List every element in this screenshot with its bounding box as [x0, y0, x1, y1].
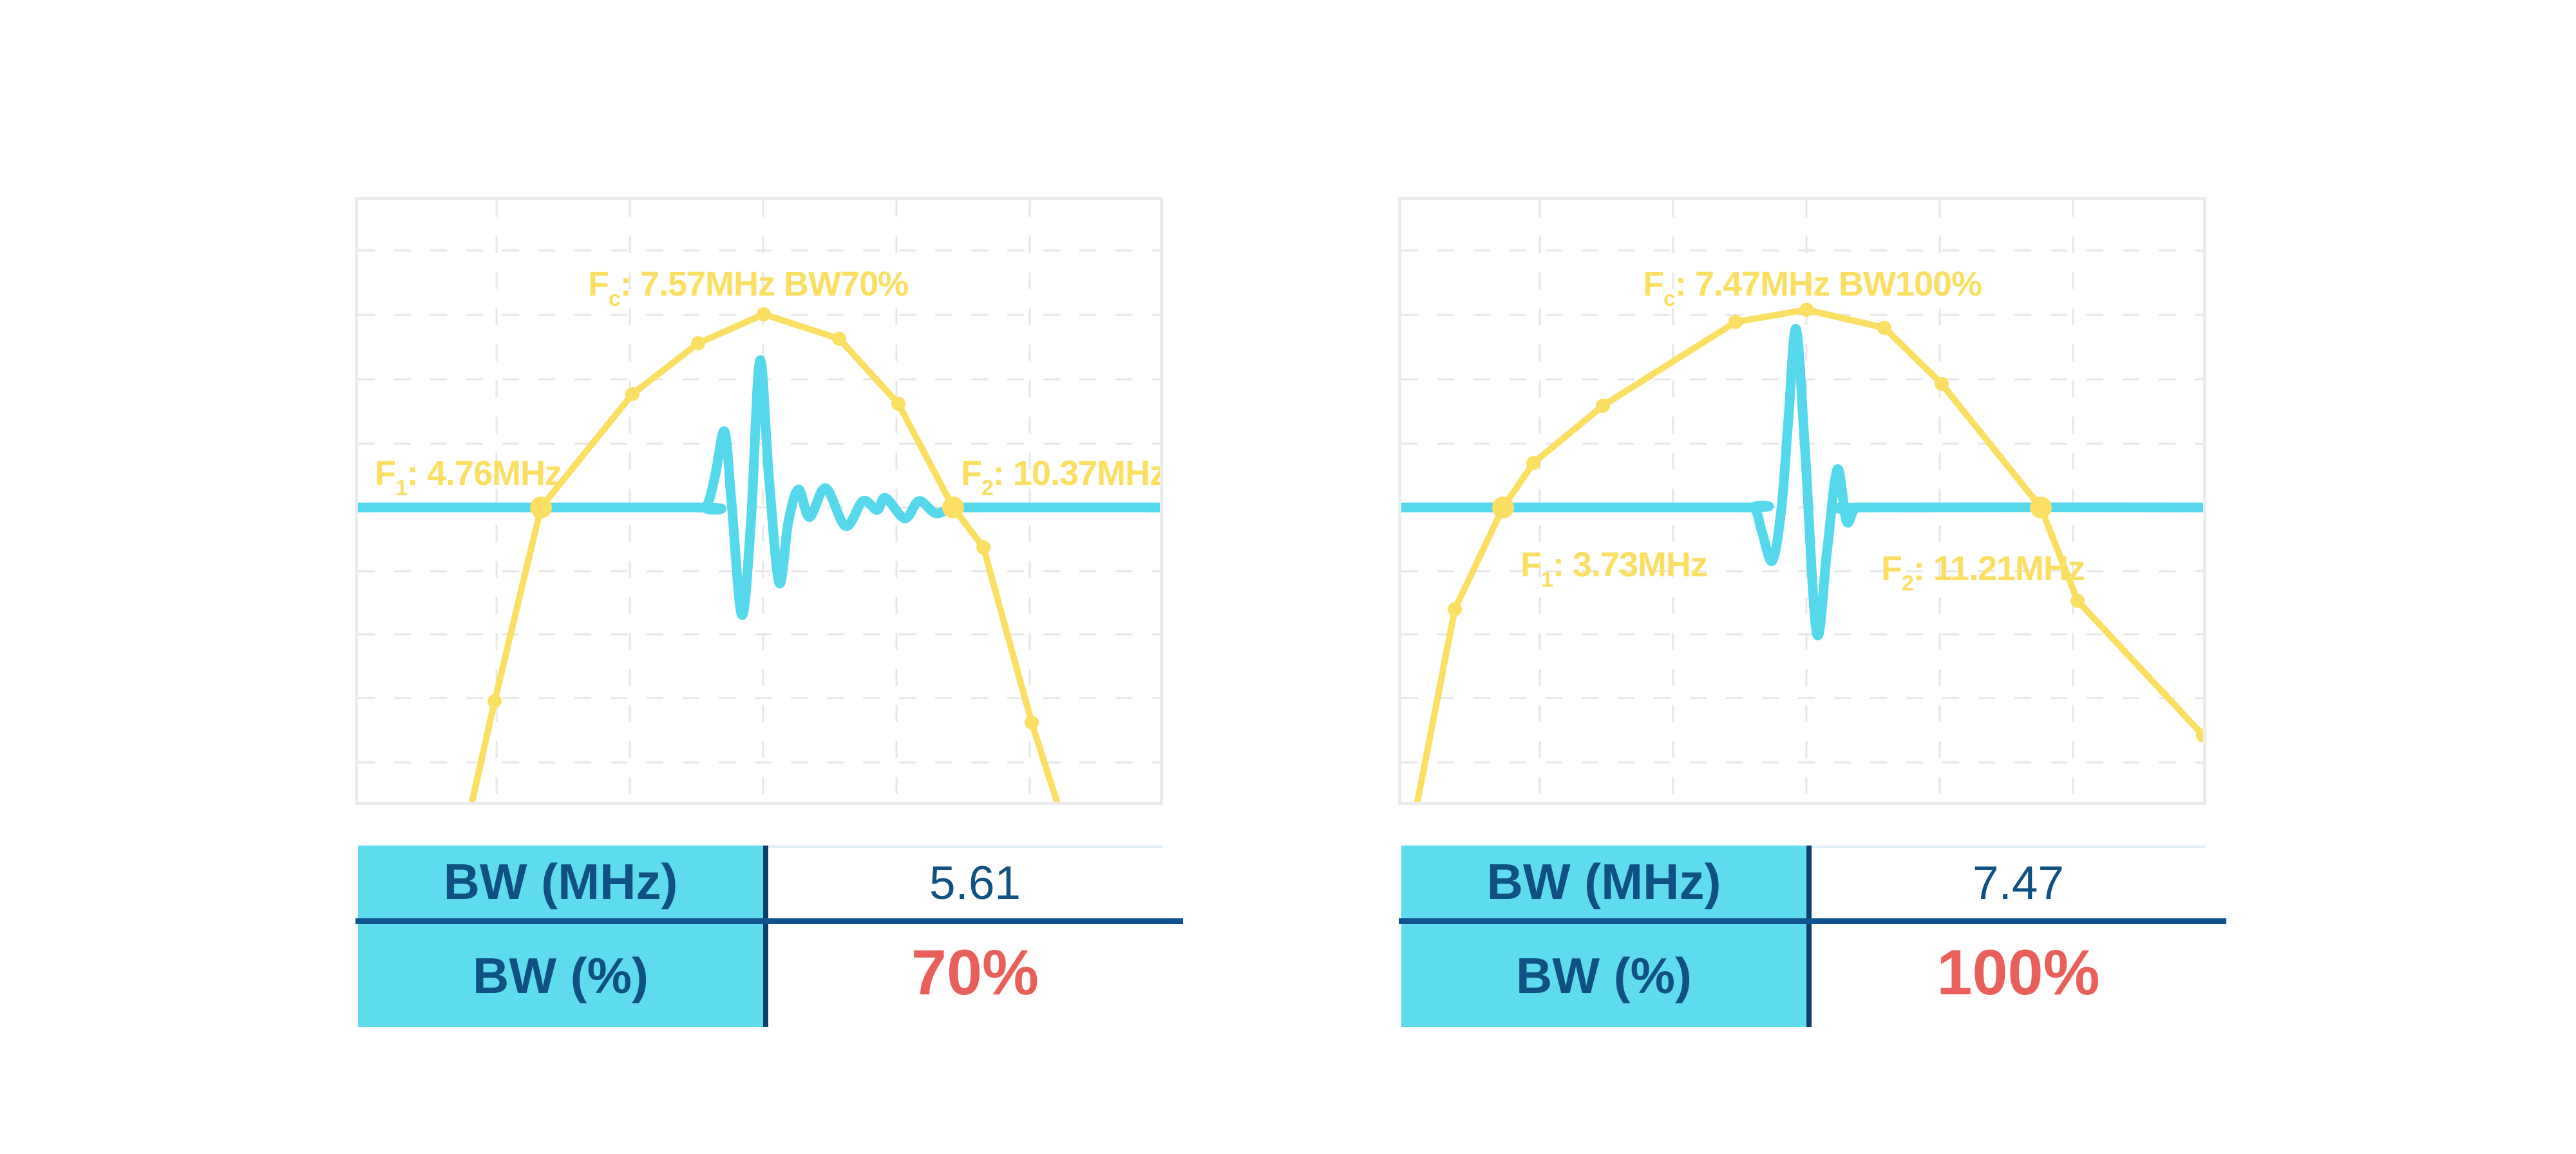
left-bw-mhz-value: 5.61: [768, 848, 1182, 918]
spectrum-data-point: [625, 387, 639, 401]
spectrum-data-point: [757, 307, 771, 321]
spectrum-data-point: [1025, 715, 1039, 730]
spectrum-data-point: [1596, 399, 1610, 413]
spectrum-data-point: [1526, 456, 1540, 470]
left-bw-mhz-label-cell: BW (MHz): [358, 846, 763, 918]
spectrum-data-point: [1935, 377, 1949, 391]
spectrum-data-point: [1877, 321, 1891, 335]
cutoff-frequency-marker: [942, 497, 964, 518]
right-bw-percent-value: 100%: [1812, 924, 2225, 1021]
spectrum-data-point: [1448, 602, 1462, 616]
left-table-column-divider: [763, 846, 768, 1027]
waveform-curve: [358, 355, 1160, 620]
left-table-row-divider: [355, 918, 1183, 924]
right-table-top-line: [1812, 846, 2206, 848]
spectrum-data-point: [832, 332, 846, 346]
f2-annotation: F2: 10.37MHz: [961, 454, 1160, 500]
left-spectrum-chart-panel: Fc: 7.57MHz BW70% F1: 4.76MHz F2: 10.37MHz: [355, 197, 1163, 805]
cutoff-frequency-marker: [2030, 497, 2052, 518]
f1-annotation: F1: 3.73MHz: [1520, 545, 1707, 592]
left-bw-percent-label-cell: BW (%): [358, 924, 763, 1027]
right-table-row-divider: [1399, 918, 2226, 924]
right-spectrum-chart: Fc: 7.47MHz BW100% F1: 3.73MHz F2: 11.21MH…: [1401, 200, 2203, 802]
spectrum-data-point: [488, 694, 502, 708]
spectrum-data-point: [2070, 594, 2085, 608]
right-spectrum-chart-panel: Fc: 7.47MHz BW100% F1: 3.73MHz F2: 11.21MH…: [1398, 197, 2206, 805]
right-bw-percent-label-cell: BW (%): [1401, 924, 1806, 1027]
left-table-top-line: [768, 846, 1162, 848]
right-bw-mhz-value: 7.47: [1812, 848, 2225, 918]
f2-annotation: F2: 11.21MHz: [1881, 549, 2085, 596]
fc-annotation: Fc: 7.47MHz BW100%: [1643, 265, 1982, 311]
spectrum-data-point: [891, 397, 905, 411]
waveform-curve: [1401, 324, 2203, 641]
cutoff-frequency-marker: [1492, 497, 1514, 518]
spectrum-curve: [468, 311, 1061, 802]
right-table-column-divider: [1806, 846, 1812, 1027]
spectrum-data-point: [1728, 315, 1743, 329]
spectrum-data-point: [976, 540, 990, 554]
left-bw-percent-value: 70%: [768, 924, 1182, 1021]
spectrum-data-point: [1799, 303, 1814, 317]
f1-annotation: F1: 4.76MHz: [375, 454, 562, 500]
fc-annotation: Fc: 7.57MHz BW70%: [588, 265, 908, 311]
spectrum-data-point: [691, 336, 705, 350]
left-spectrum-chart: Fc: 7.57MHz BW70% F1: 4.76MHz F2: 10.37MHz: [358, 200, 1160, 802]
spectrum-data-point: [2196, 728, 2203, 743]
cutoff-frequency-marker: [530, 497, 552, 518]
right-bw-mhz-label-cell: BW (MHz): [1401, 846, 1806, 918]
spectrum-curve: [1414, 307, 2203, 802]
